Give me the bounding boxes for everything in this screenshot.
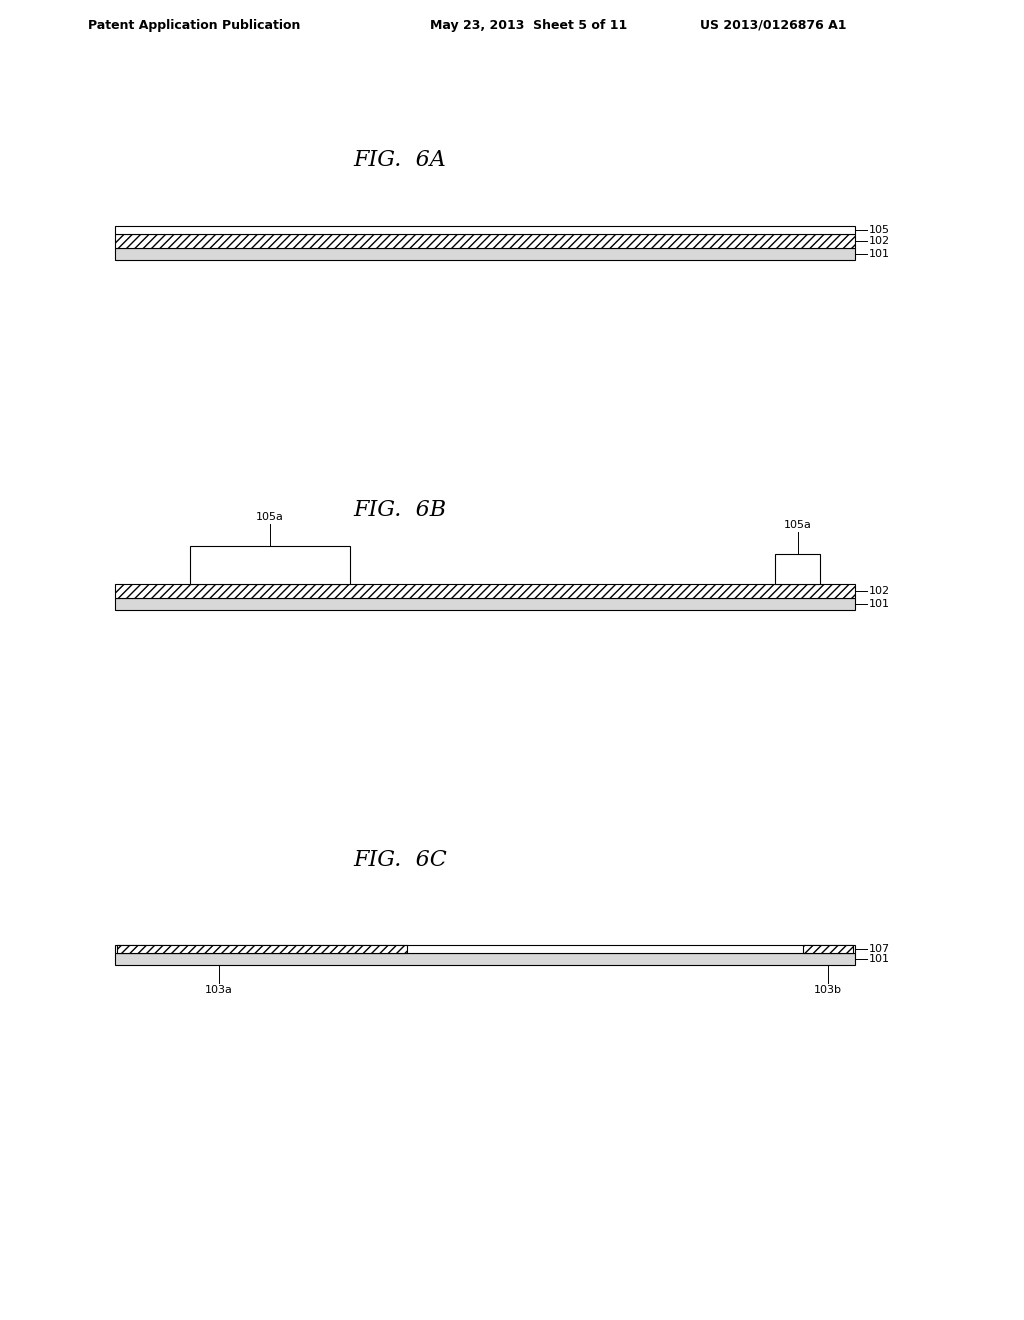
Text: 103b: 103b [814,985,842,995]
Bar [115,583,855,598]
Bar [115,234,855,248]
Text: US 2013/0126876 A1: US 2013/0126876 A1 [700,18,847,32]
Text: 101: 101 [869,954,890,964]
Bar [803,945,853,953]
Text: 105a: 105a [783,520,811,531]
Text: FIG.  6C: FIG. 6C [353,849,446,871]
Bar [117,945,407,953]
Bar [115,598,855,610]
Text: 103a: 103a [205,985,232,995]
Bar [115,953,855,965]
Text: 107: 107 [869,944,890,954]
Text: 105a: 105a [256,512,284,521]
Bar [115,226,855,234]
Text: 105: 105 [869,224,890,235]
Text: May 23, 2013  Sheet 5 of 11: May 23, 2013 Sheet 5 of 11 [430,18,628,32]
Text: FIG.  6A: FIG. 6A [353,149,446,172]
Text: FIG.  6B: FIG. 6B [353,499,446,521]
Text: Patent Application Publication: Patent Application Publication [88,18,300,32]
Bar [775,554,820,583]
Bar [115,248,855,260]
Text: 102: 102 [869,236,890,246]
Bar [115,945,855,953]
Text: 101: 101 [869,599,890,609]
Bar [190,546,350,583]
Text: 102: 102 [869,586,890,597]
Text: 101: 101 [869,249,890,259]
